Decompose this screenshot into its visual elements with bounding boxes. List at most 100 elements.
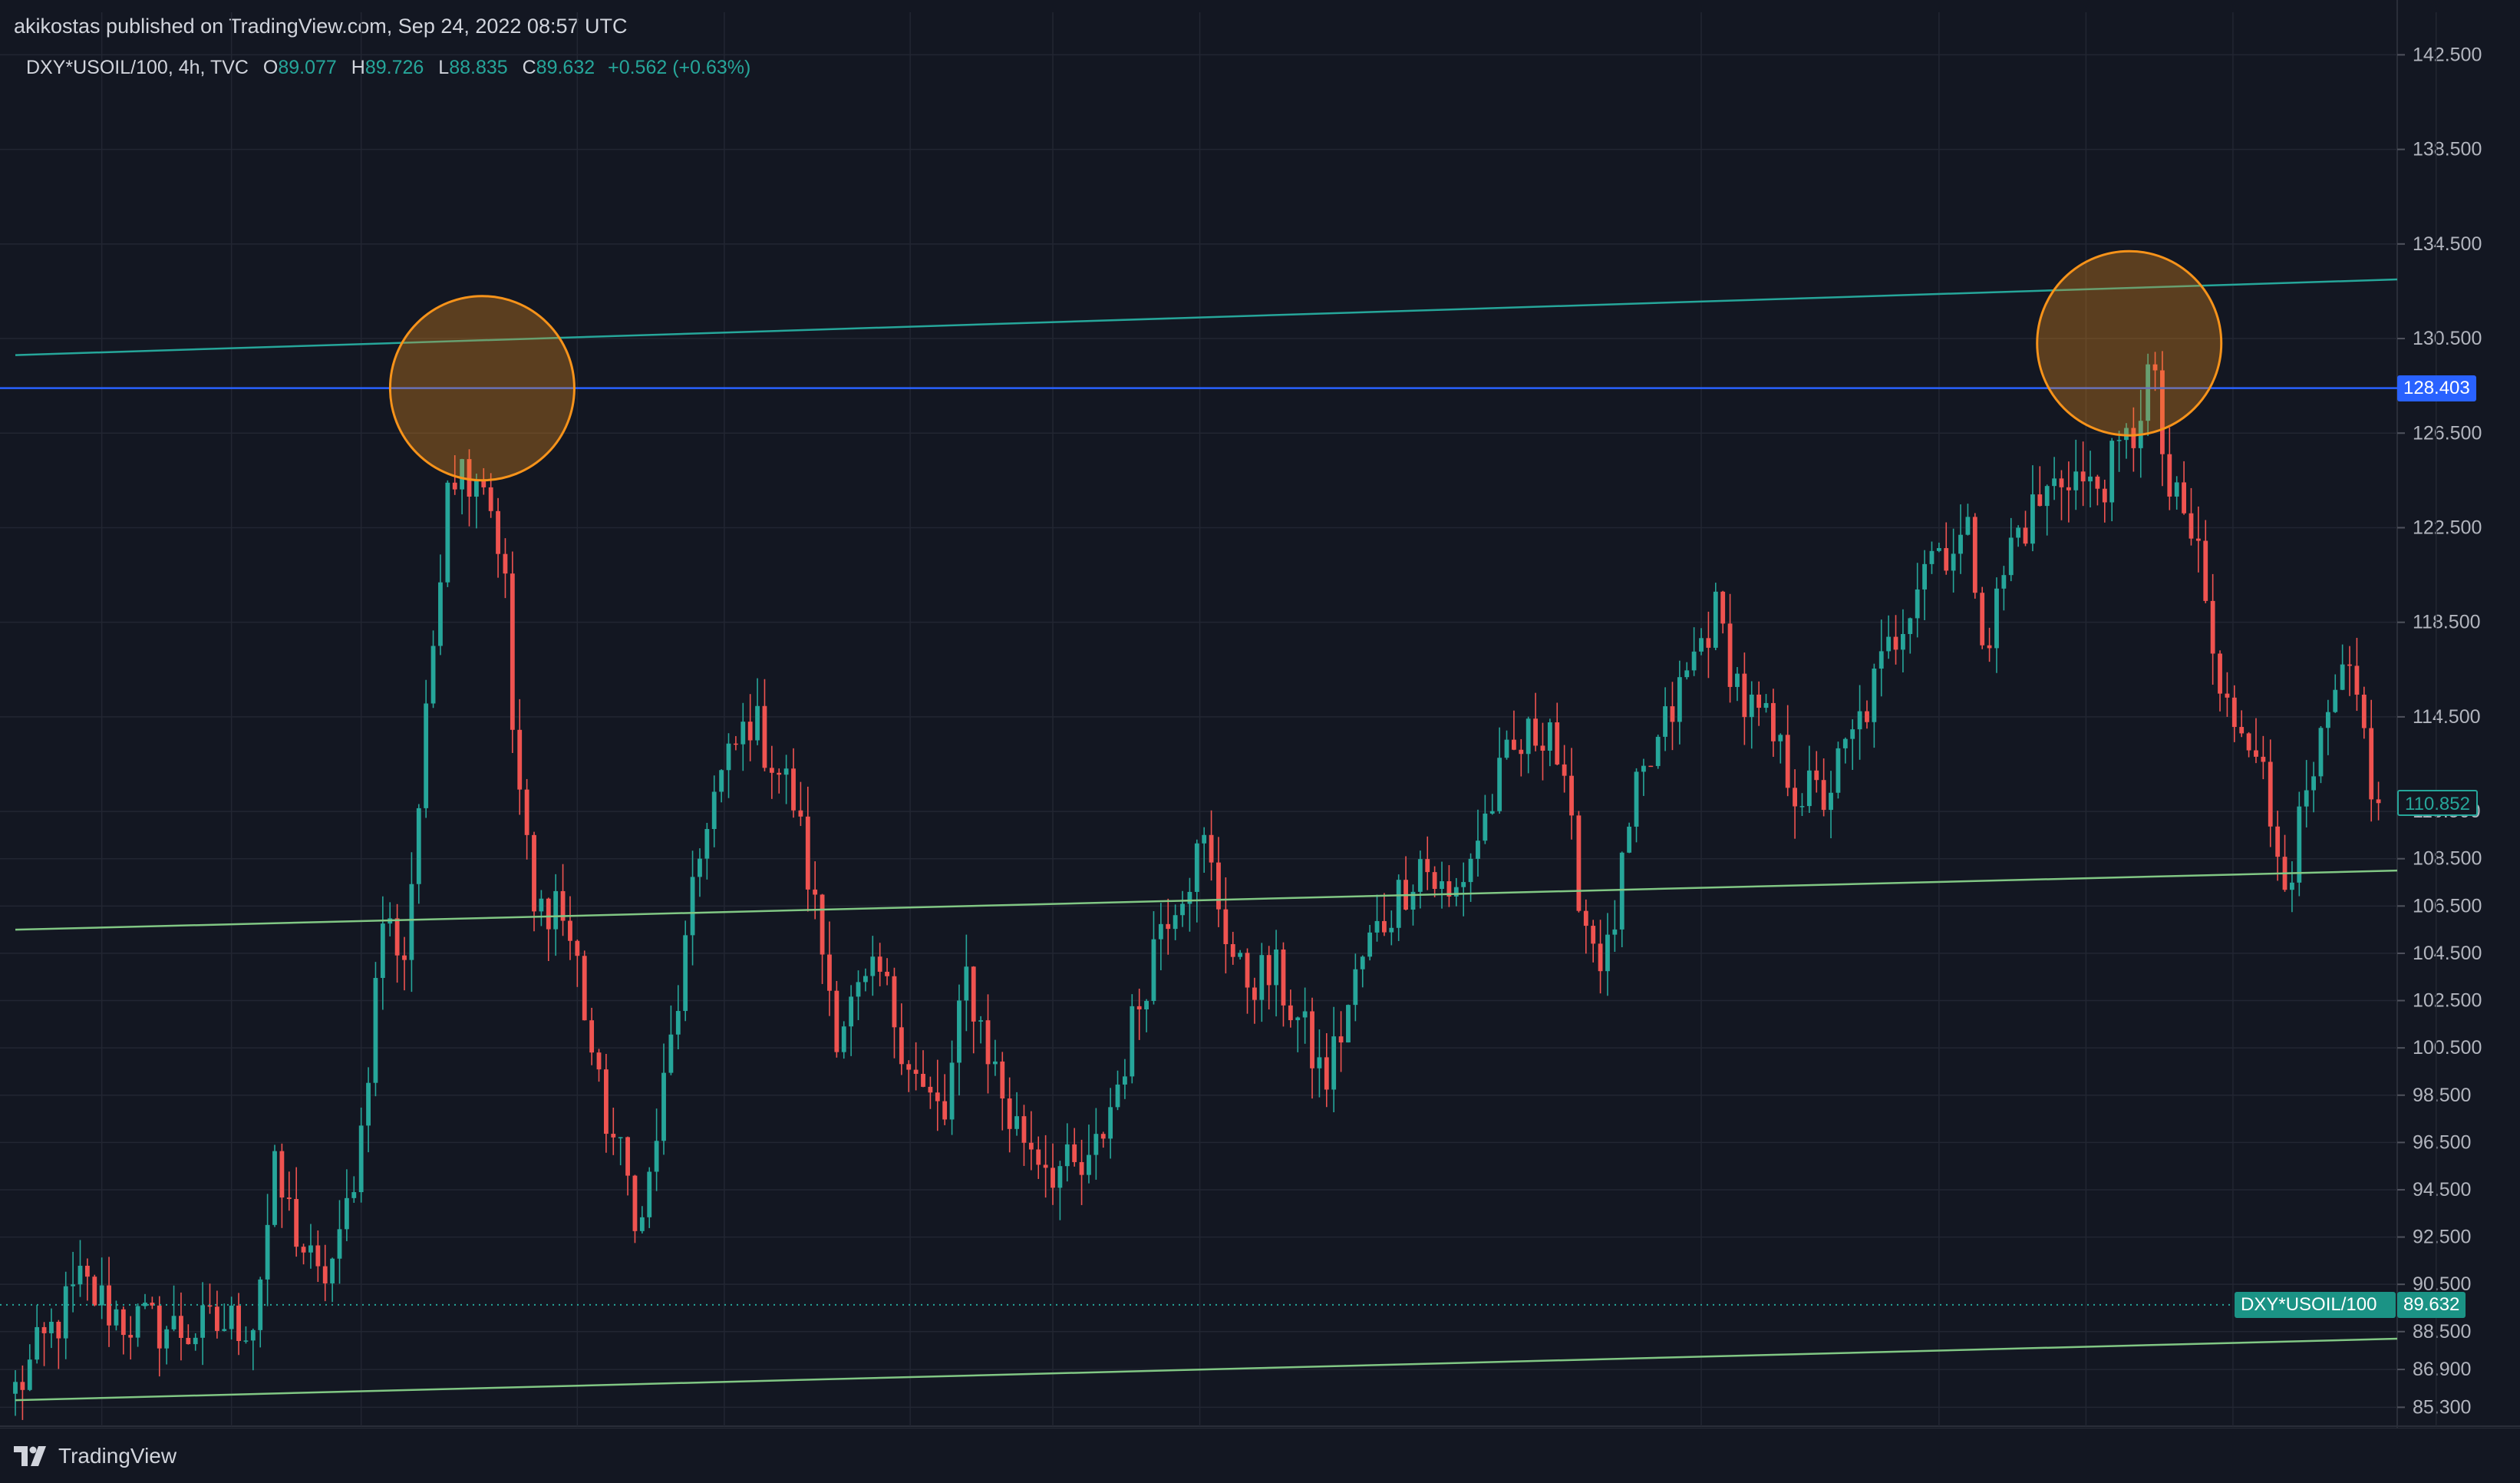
candle-body — [1511, 739, 1516, 750]
candle-body — [921, 1073, 925, 1087]
candle-body — [49, 1321, 54, 1333]
candle-body — [1367, 932, 1373, 957]
y-tick-label: 96.500 — [2413, 1131, 2471, 1153]
candle-body — [2095, 476, 2100, 489]
candle-body — [798, 810, 803, 817]
candle-body — [265, 1224, 270, 1280]
candle-body — [1295, 1017, 1301, 1021]
candle-body — [849, 996, 854, 1027]
candle-body — [2146, 364, 2151, 421]
candle-body — [114, 1309, 119, 1326]
candle-body — [488, 487, 493, 511]
candle-body — [863, 976, 868, 983]
candle-body — [1655, 736, 1661, 766]
candle-body — [2044, 486, 2050, 507]
y-tick-label: 122.500 — [2413, 517, 2482, 538]
candle-body — [978, 1020, 984, 1022]
candle-body — [2376, 799, 2381, 804]
candle-body — [1886, 636, 1892, 652]
last-price-label: 110.852 — [2397, 790, 2478, 817]
candle-body — [2195, 538, 2201, 541]
candle-body — [1489, 811, 1495, 814]
candle-body — [1922, 563, 1927, 590]
candle-body — [330, 1258, 335, 1283]
candle-body — [92, 1277, 97, 1306]
candle-body — [1028, 1142, 1034, 1150]
candle-body — [964, 966, 969, 1001]
candle-body — [813, 889, 818, 895]
candle-body — [416, 808, 421, 884]
candle-body — [1598, 943, 1603, 972]
candle-body — [1446, 881, 1452, 897]
candle-body — [992, 1061, 998, 1065]
candle-body — [20, 1382, 25, 1390]
candle-body — [510, 573, 515, 730]
candle-body — [1317, 1057, 1322, 1068]
candle-body — [1519, 749, 1524, 755]
candle-body — [1187, 891, 1192, 904]
candle-body — [2218, 653, 2222, 694]
candle-body — [2059, 478, 2064, 487]
candle-body — [35, 1326, 40, 1360]
legend-open-label: O — [262, 57, 279, 78]
candle-body — [928, 1086, 933, 1093]
candle-body — [698, 858, 702, 877]
candle-body — [1043, 1164, 1048, 1168]
published-header: akikostas published on TradingView.com, … — [0, 0, 2520, 52]
symbol-legend: DXY*USOIL/100, 4h, TVC O89.077 H89.726 L… — [26, 57, 750, 79]
candle-body — [1793, 788, 1797, 807]
candle-body — [1850, 729, 1855, 739]
candle-body — [1980, 593, 1985, 646]
candle-body — [496, 510, 500, 554]
candle-body — [2261, 756, 2266, 762]
tradingview-logo-icon[interactable] — [14, 1445, 49, 1466]
candle-body — [596, 1052, 602, 1070]
candle-body — [1763, 702, 1769, 708]
y-tick-label: 90.500 — [2413, 1273, 2471, 1295]
candle-body — [41, 1326, 47, 1333]
candle-body — [1158, 923, 1163, 940]
candle-body — [1331, 1036, 1337, 1090]
candle-body — [424, 703, 429, 808]
candle-body — [1641, 765, 1646, 772]
candle-body — [294, 1199, 299, 1247]
candle-body — [409, 884, 414, 960]
candle-body — [2152, 364, 2158, 371]
candle-body — [1432, 872, 1437, 890]
candle-body — [135, 1306, 140, 1338]
candle-body — [1771, 702, 1776, 742]
legend-high-label: H — [351, 57, 365, 78]
candle-body — [1951, 553, 1956, 571]
candle-body — [906, 1064, 912, 1070]
candle-body — [236, 1305, 241, 1342]
y-tick-label: 134.500 — [2413, 233, 2482, 255]
candle-body — [78, 1265, 83, 1285]
candle-body — [1000, 1061, 1005, 1099]
candle-body — [1605, 934, 1610, 972]
candle-body — [841, 1026, 846, 1052]
candle-body — [1497, 758, 1502, 811]
candle-body — [1987, 645, 1992, 649]
footer-brand[interactable]: TradingView — [58, 1443, 177, 1468]
candle-body — [1857, 711, 1862, 730]
current-symbol-label: DXY*USOIL/100 — [2235, 1291, 2396, 1318]
candle-body — [1533, 718, 1538, 746]
candle-body — [1144, 1000, 1149, 1010]
candle-body — [1425, 859, 1430, 873]
candle-body — [1353, 969, 1358, 1006]
candle-body — [935, 1092, 940, 1102]
candle-body — [214, 1306, 219, 1331]
legend-symbol: DXY*USOIL/100, 4h, TVC — [26, 57, 249, 78]
candle-body — [1915, 589, 1920, 619]
candle-body — [1252, 987, 1257, 1000]
candle-body — [286, 1197, 292, 1200]
candle-body — [1072, 1144, 1077, 1162]
candle-body — [2160, 370, 2165, 454]
candle-body — [1036, 1149, 1041, 1165]
candle-body — [611, 1134, 616, 1138]
candle-body — [1064, 1144, 1070, 1167]
candle-body — [553, 890, 559, 930]
candle-body — [243, 1340, 249, 1342]
